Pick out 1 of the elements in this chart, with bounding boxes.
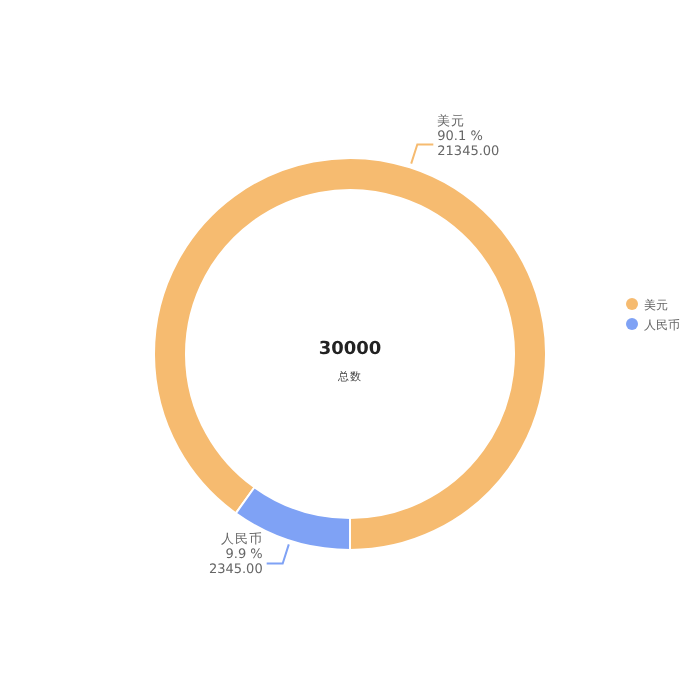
text: 30000 xyxy=(318,340,382,360)
